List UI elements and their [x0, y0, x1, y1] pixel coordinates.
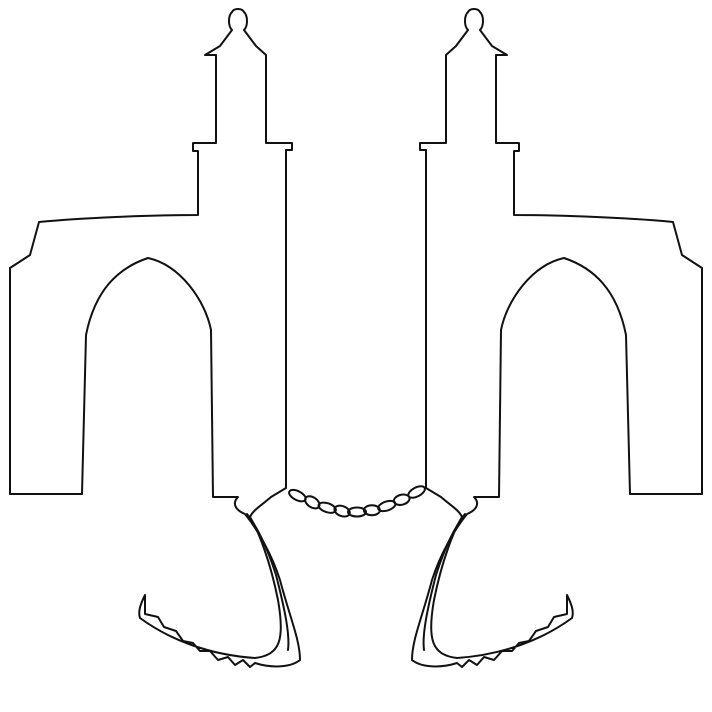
chain-link-icon: [317, 501, 337, 514]
chain-icon: [288, 485, 426, 518]
chain-link-icon: [347, 506, 367, 518]
left-gate-icon: [9, 8, 301, 668]
chain-link-icon: [407, 485, 426, 499]
right-gate-icon: [411, 8, 703, 668]
